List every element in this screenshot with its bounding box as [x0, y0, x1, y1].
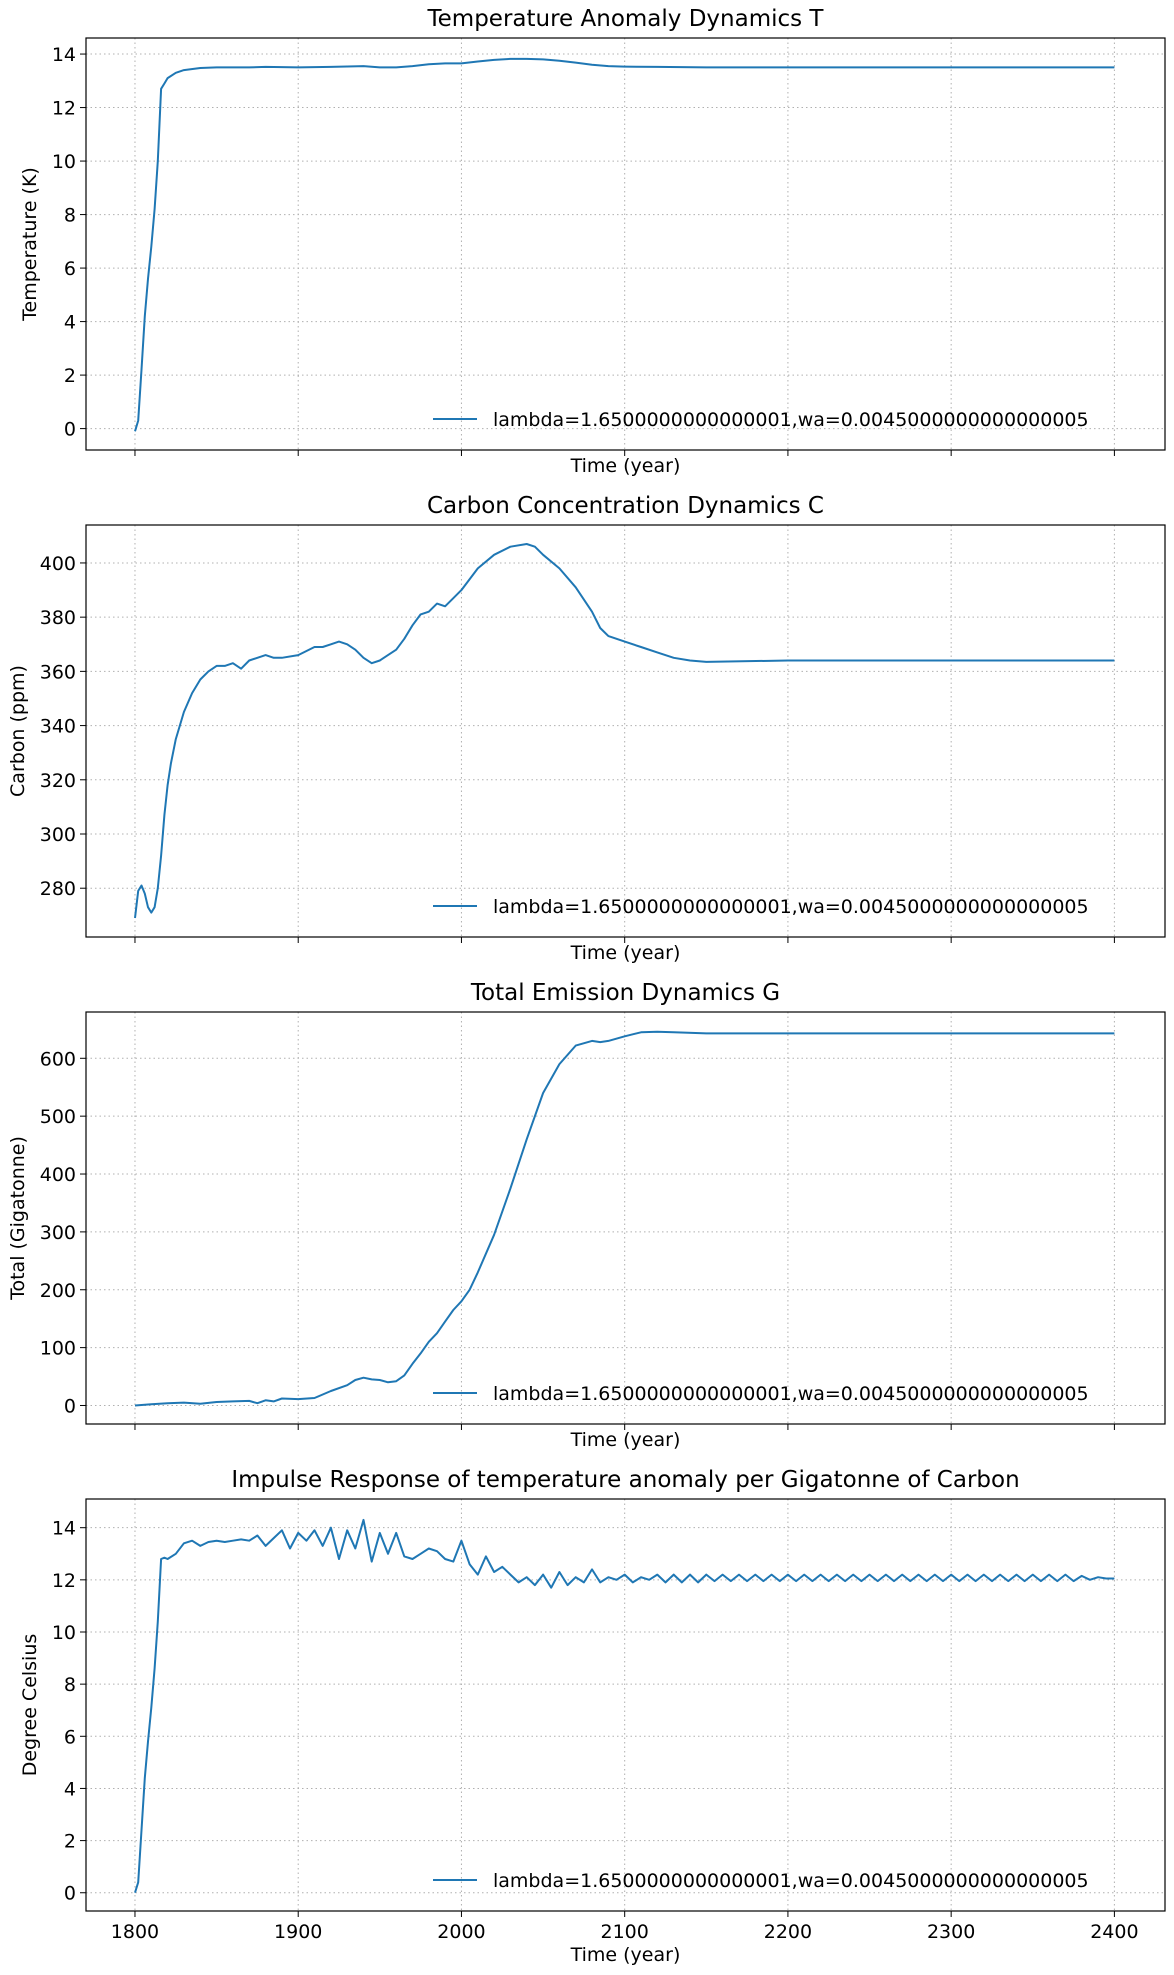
y-tick-label-300: 300 — [40, 1222, 76, 1244]
legend: lambda=1.6500000000000001,wa=0.004500000… — [433, 1383, 1089, 1405]
y-tick-label-2: 2 — [64, 1831, 76, 1853]
y-tick-label-8: 8 — [64, 205, 76, 227]
x-tick-label-2300: 2300 — [927, 1921, 975, 1943]
y-tick-label-14: 14 — [52, 44, 76, 66]
legend: lambda=1.6500000000000001,wa=0.004500000… — [433, 896, 1089, 918]
plot-frame — [85, 1498, 1166, 1912]
x-axis-label: Time (year) — [570, 455, 681, 477]
y-axis-label: Temperature (K) — [19, 167, 41, 322]
y-tick-label-10: 10 — [52, 1622, 76, 1644]
plot-frame — [85, 1011, 1166, 1425]
chart-panel-3: 0 100 200 300 400 500 600 Total Emission Dynami… — [7, 980, 1166, 1451]
y-axis-label: Carbon (ppm) — [7, 665, 29, 797]
x-axis-label: Time (year) — [570, 1944, 681, 1966]
y-tick-label-600: 600 — [40, 1048, 76, 1070]
x-tick-label-1900: 1900 — [274, 1921, 322, 1943]
chart-panel-2: 280 300 320 340 360 380 400 Carbon Concentratio… — [7, 493, 1166, 964]
series-line-1 — [134, 543, 1115, 919]
y-tick-label-0: 0 — [64, 1883, 76, 1905]
y-tick-label-4: 4 — [64, 312, 76, 334]
plot-frame — [85, 524, 1166, 938]
legend-label: lambda=1.6500000000000001,wa=0.004500000… — [493, 896, 1089, 918]
x-axis-label: Time (year) — [570, 942, 681, 964]
y-tick-label-380: 380 — [40, 607, 76, 629]
legend-label: lambda=1.6500000000000001,wa=0.004500000… — [493, 409, 1089, 431]
y-tick-label-320: 320 — [40, 770, 76, 792]
chart-title: Impulse Response of temperature anomaly … — [231, 1467, 1019, 1493]
chart-title: Carbon Concentration Dynamics C — [427, 493, 824, 519]
y-tick-label-400: 400 — [40, 553, 76, 575]
y-tick-label-2: 2 — [64, 365, 76, 387]
y-tick-label-10: 10 — [52, 151, 76, 173]
y-tick-label-14: 14 — [52, 1518, 76, 1540]
chart-panel-4: 1800 1900 2000 2100 2200 2300 2400 0 2 4 6 8 10 12 14 I… — [19, 1467, 1166, 1966]
y-tick-label-6: 6 — [64, 258, 76, 280]
x-axis-label: Time (year) — [570, 1429, 681, 1451]
chart-title: Temperature Anomaly Dynamics T — [427, 6, 825, 32]
y-axis-label: Degree Celsius — [19, 1634, 41, 1777]
plot-frame — [85, 37, 1166, 451]
y-tick-label-280: 280 — [40, 878, 76, 900]
y-tick-label-12: 12 — [52, 98, 76, 120]
series-line-1 — [134, 57, 1115, 432]
y-tick-label-300: 300 — [40, 824, 76, 846]
y-axis-label: Total (Gigatonne) — [7, 1136, 29, 1301]
y-tick-label-340: 340 — [40, 716, 76, 738]
y-tick-label-8: 8 — [64, 1674, 76, 1696]
y-tick-label-6: 6 — [64, 1726, 76, 1748]
y-tick-label-200: 200 — [40, 1280, 76, 1302]
y-tick-label-400: 400 — [40, 1164, 76, 1186]
y-tick-label-0: 0 — [64, 419, 76, 441]
legend-label: lambda=1.6500000000000001,wa=0.004500000… — [493, 1870, 1089, 1892]
x-tick-label-2100: 2100 — [601, 1921, 649, 1943]
x-tick-label-2000: 2000 — [437, 1921, 485, 1943]
chart-panel-1: 0 2 4 6 8 10 12 14 Temperature Anomaly Dynamics … — [19, 6, 1166, 477]
series-line-1 — [134, 1030, 1115, 1407]
y-tick-label-0: 0 — [64, 1395, 76, 1417]
series-line-1 — [134, 1518, 1115, 1893]
y-tick-label-100: 100 — [40, 1338, 76, 1360]
y-tick-label-500: 500 — [40, 1106, 76, 1128]
y-tick-label-12: 12 — [52, 1570, 76, 1592]
x-tick-label-2400: 2400 — [1090, 1921, 1138, 1943]
legend: lambda=1.6500000000000001,wa=0.004500000… — [433, 409, 1089, 431]
x-tick-label-1800: 1800 — [111, 1921, 159, 1943]
legend-label: lambda=1.6500000000000001,wa=0.004500000… — [493, 1383, 1089, 1405]
x-tick-label-2200: 2200 — [764, 1921, 812, 1943]
y-tick-label-360: 360 — [40, 661, 76, 683]
y-tick-label-4: 4 — [64, 1778, 76, 1800]
chart-title: Total Emission Dynamics G — [470, 980, 780, 1006]
legend: lambda=1.6500000000000001,wa=0.004500000… — [433, 1870, 1089, 1892]
